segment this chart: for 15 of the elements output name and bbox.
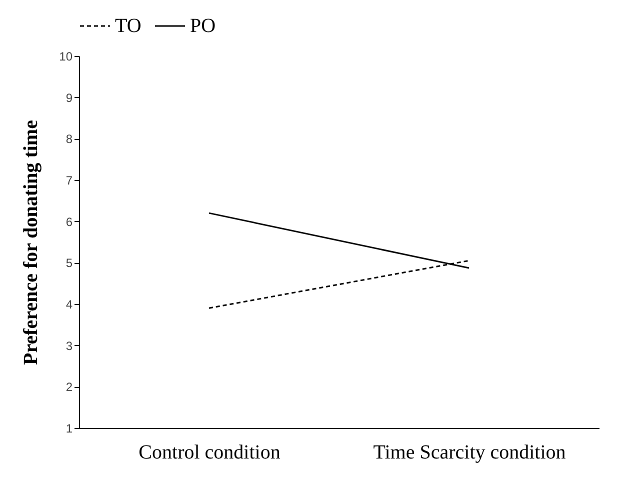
y-tick-label: 8 — [66, 132, 73, 146]
y-tick-label: 9 — [66, 90, 73, 105]
y-tick-label: 1 — [66, 422, 73, 436]
x-tick-label: Control condition — [138, 442, 280, 464]
y-tick-label: 10 — [59, 50, 73, 64]
legend-label: TO — [115, 15, 142, 37]
y-tick-label: 2 — [66, 380, 73, 394]
y-axis-title: Preference for donating time — [20, 120, 42, 365]
legend-label: PO — [190, 15, 216, 37]
y-tick-label: 5 — [66, 256, 73, 270]
y-tick-label: 7 — [66, 174, 73, 188]
x-tick-label: Time Scarcity condition — [373, 442, 566, 464]
y-tick-label: 3 — [66, 338, 73, 353]
y-tick-label: 6 — [66, 214, 73, 229]
y-tick-label: 4 — [66, 298, 73, 312]
